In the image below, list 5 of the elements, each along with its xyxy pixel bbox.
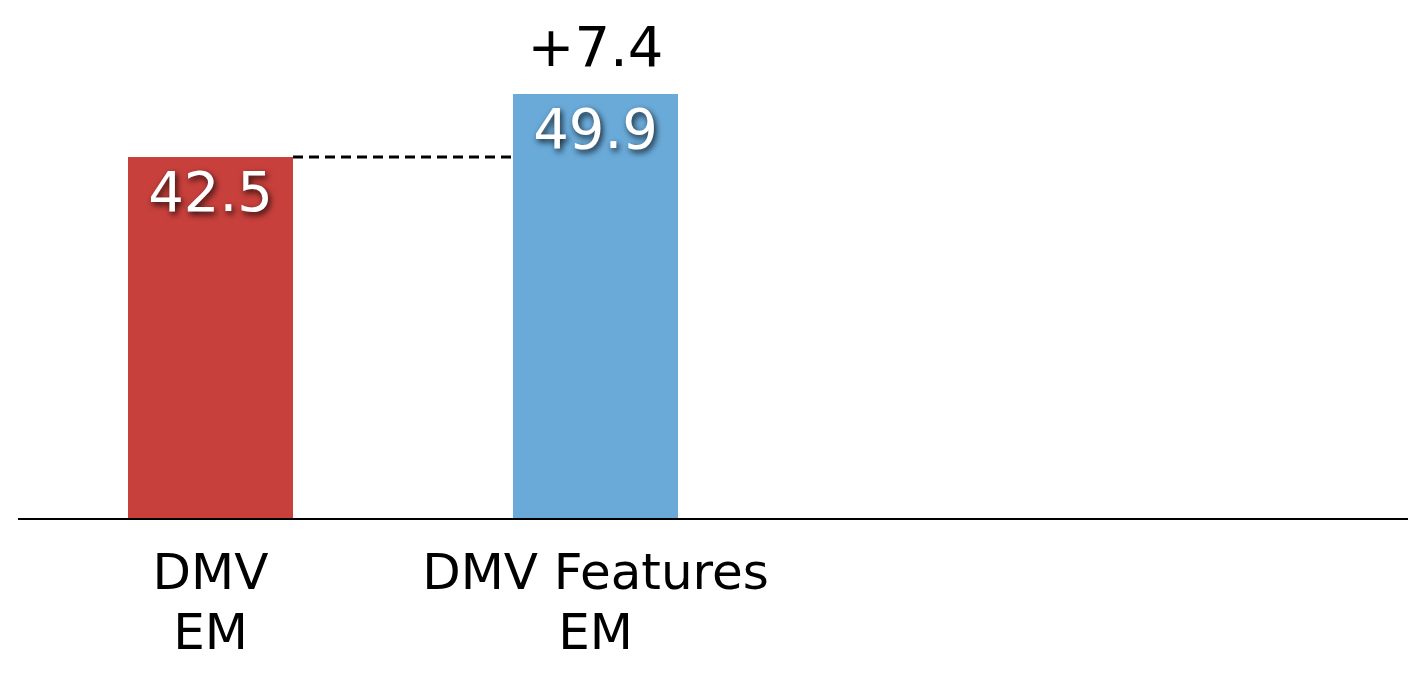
- data-label: 42.5: [148, 158, 273, 224]
- data-label: 49.9: [533, 95, 658, 161]
- annotation: +7.4: [527, 14, 664, 79]
- x-tick-label: DMV EM: [152, 543, 269, 661]
- x-tick-label: DMV Features EM: [422, 543, 769, 661]
